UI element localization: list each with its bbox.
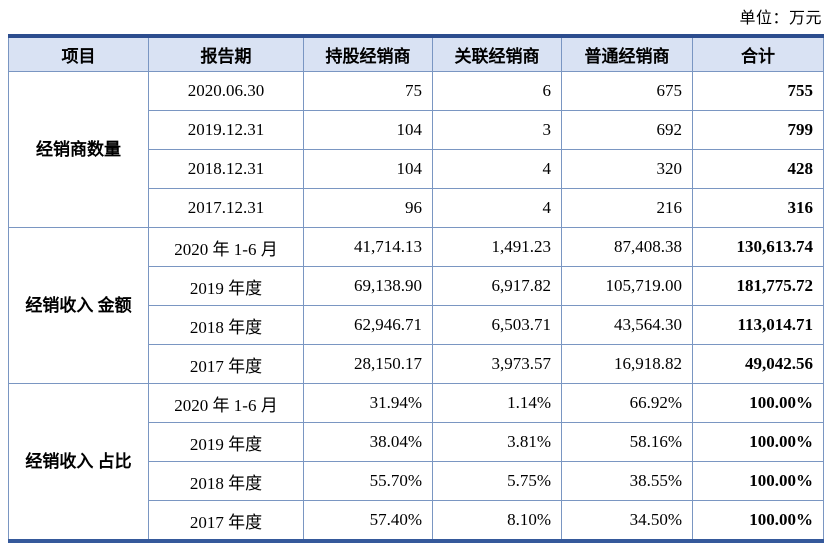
unit-label: 单位：万元 <box>739 10 822 27</box>
total-cell: 316 <box>692 188 824 228</box>
value-cell: 62,946.71 <box>303 305 433 345</box>
value-cell: 31.94% <box>303 383 433 423</box>
total-cell: 755 <box>692 71 824 111</box>
value-cell: 675 <box>561 71 693 111</box>
item-label-revenue-amount: 经销收入 金额 <box>8 227 149 384</box>
total-cell: 113,014.71 <box>692 305 824 345</box>
table-row: 2019.12.31 104 3 692 799 <box>9 110 824 150</box>
table-row: 经销商数量 2020.06.30 75 6 675 755 <box>8 71 824 228</box>
header-period: 报告期 <box>148 36 304 72</box>
total-cell: 428 <box>692 149 824 189</box>
value-cell: 104 <box>303 149 433 189</box>
value-cell: 57.40% <box>303 500 433 541</box>
period-cell: 2017 年度 <box>148 500 304 541</box>
value-cell: 34.50% <box>561 500 693 541</box>
value-cell: 3 <box>432 110 562 150</box>
period-cell: 2018 年度 <box>148 461 304 501</box>
period-cell: 2018.12.31 <box>148 149 304 189</box>
table-row: 2018 年度 55.70% 5.75% 38.55% 100.00% <box>9 461 824 501</box>
value-cell: 38.04% <box>303 422 433 462</box>
period-cell: 2019.12.31 <box>148 110 304 150</box>
table-row: 经销收入 金额 2020 年 1-6 月 41,714.13 1,491.23 … <box>8 227 824 384</box>
value-cell: 6,917.82 <box>432 266 562 306</box>
total-cell: 100.00% <box>692 383 824 423</box>
table-row: 2019 年度 69,138.90 6,917.82 105,719.00 18… <box>9 266 824 306</box>
value-cell: 6 <box>432 71 562 111</box>
table-row: 2019 年度 38.04% 3.81% 58.16% 100.00% <box>9 422 824 462</box>
period-cell: 2020 年 1-6 月 <box>148 383 304 423</box>
period-cell: 2020 年 1-6 月 <box>148 227 304 267</box>
table-row: 2018 年度 62,946.71 6,503.71 43,564.30 113… <box>9 305 824 345</box>
value-cell: 692 <box>561 110 693 150</box>
value-cell: 58.16% <box>561 422 693 462</box>
value-cell: 216 <box>561 188 693 228</box>
header-total: 合计 <box>692 36 824 72</box>
table-header-row: 项目 报告期 持股经销商 关联经销商 普通经销商 合计 <box>8 36 824 72</box>
header-holding-distributor: 持股经销商 <box>303 36 433 72</box>
header-related-distributor: 关联经销商 <box>432 36 562 72</box>
value-cell: 3,973.57 <box>432 344 562 384</box>
value-cell: 69,138.90 <box>303 266 433 306</box>
total-cell: 130,613.74 <box>692 227 824 267</box>
total-cell: 100.00% <box>692 422 824 462</box>
value-cell: 4 <box>432 188 562 228</box>
period-cell: 2020.06.30 <box>148 71 304 111</box>
value-cell: 55.70% <box>303 461 433 501</box>
table-row: 2017 年度 57.40% 8.10% 34.50% 100.00% <box>9 500 824 541</box>
period-cell: 2018 年度 <box>148 305 304 345</box>
value-cell: 320 <box>561 149 693 189</box>
value-cell: 4 <box>432 149 562 189</box>
value-cell: 1.14% <box>432 383 562 423</box>
table-row: 2017.12.31 96 4 216 316 <box>9 188 824 228</box>
total-cell: 799 <box>692 110 824 150</box>
value-cell: 38.55% <box>561 461 693 501</box>
period-cell: 2019 年度 <box>148 422 304 462</box>
value-cell: 66.92% <box>561 383 693 423</box>
header-ordinary-distributor: 普通经销商 <box>561 36 693 72</box>
value-cell: 75 <box>303 71 433 111</box>
value-cell: 87,408.38 <box>561 227 693 267</box>
value-cell: 105,719.00 <box>561 266 693 306</box>
distributor-table: 项目 报告期 持股经销商 关联经销商 普通经销商 合计 经销商数量 2020.0… <box>8 34 824 543</box>
table-row: 2018.12.31 104 4 320 428 <box>9 149 824 189</box>
total-cell: 49,042.56 <box>692 344 824 384</box>
value-cell: 1,491.23 <box>432 227 562 267</box>
period-cell: 2017.12.31 <box>148 188 304 228</box>
value-cell: 96 <box>303 188 433 228</box>
value-cell: 5.75% <box>432 461 562 501</box>
value-cell: 43,564.30 <box>561 305 693 345</box>
table-row: 经销收入 占比 2020 年 1-6 月 31.94% 1.14% 66.92%… <box>8 383 824 542</box>
value-cell: 3.81% <box>432 422 562 462</box>
total-cell: 100.00% <box>692 500 824 541</box>
item-label-revenue-share: 经销收入 占比 <box>8 383 149 542</box>
header-item: 项目 <box>8 36 149 72</box>
value-cell: 16,918.82 <box>561 344 693 384</box>
value-cell: 28,150.17 <box>303 344 433 384</box>
period-cell: 2017 年度 <box>148 344 304 384</box>
value-cell: 6,503.71 <box>432 305 562 345</box>
period-cell: 2019 年度 <box>148 266 304 306</box>
item-label-distributor-count: 经销商数量 <box>8 71 149 228</box>
total-cell: 100.00% <box>692 461 824 501</box>
total-cell: 181,775.72 <box>692 266 824 306</box>
value-cell: 104 <box>303 110 433 150</box>
value-cell: 41,714.13 <box>303 227 433 267</box>
value-cell: 8.10% <box>432 500 562 541</box>
